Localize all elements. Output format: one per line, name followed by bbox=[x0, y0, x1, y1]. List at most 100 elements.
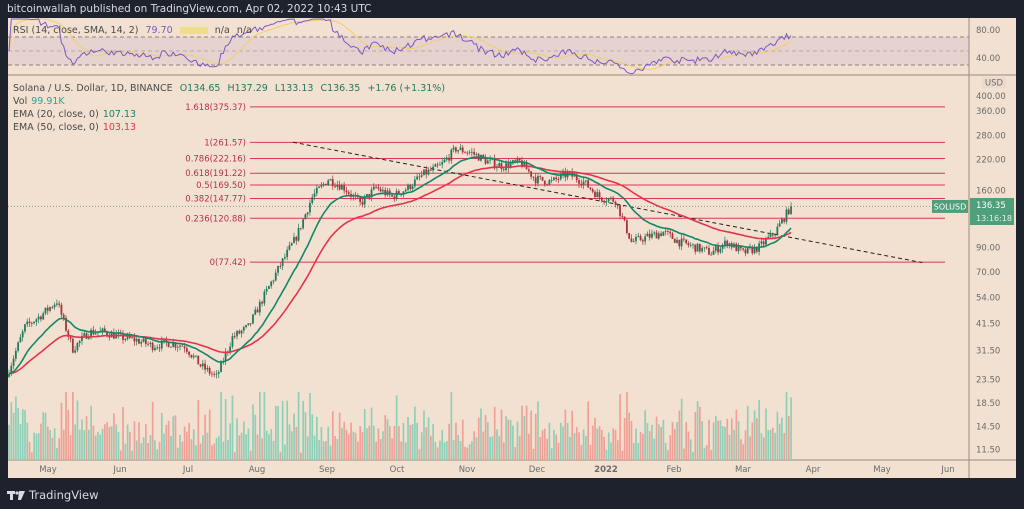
volume-bar bbox=[664, 442, 667, 460]
candle-body bbox=[233, 336, 236, 337]
candle-body bbox=[213, 373, 216, 375]
volume-bar bbox=[459, 440, 462, 460]
candle-body bbox=[19, 337, 22, 343]
candle-body bbox=[411, 186, 414, 190]
volume-bars bbox=[8, 392, 792, 460]
volume-bar bbox=[154, 440, 156, 460]
candle-body bbox=[655, 232, 658, 239]
candle-body bbox=[28, 321, 31, 323]
candle-body bbox=[550, 179, 553, 181]
volume-bar bbox=[484, 415, 487, 460]
candle-body bbox=[147, 343, 149, 345]
candle-body bbox=[712, 250, 715, 255]
volume-bar bbox=[359, 426, 362, 460]
volume-bar bbox=[252, 404, 254, 460]
rsi-legend[interactable]: RSI (14, close, SMA, 14, 2) 79.70 n/a n/… bbox=[13, 25, 256, 36]
candle-body bbox=[559, 174, 562, 180]
candle-body bbox=[628, 233, 631, 239]
volume-bar bbox=[31, 452, 33, 460]
rsi-axis[interactable]: 80.00 40.00 bbox=[976, 26, 1000, 64]
volume-bar bbox=[204, 414, 206, 460]
volume-bar bbox=[692, 451, 694, 460]
volume-bar bbox=[562, 426, 564, 460]
volume-bar bbox=[147, 442, 149, 460]
price-axis[interactable]: 360.00 280.00 220.00 160.00 90.00 70.00 54.00 4… bbox=[976, 107, 1006, 456]
candle-body bbox=[409, 184, 412, 190]
volume-bar bbox=[744, 430, 747, 460]
volume-bar bbox=[215, 438, 218, 460]
volume-bar bbox=[564, 409, 567, 460]
volume-bar bbox=[667, 450, 669, 460]
main-legend[interactable]: Solana / U.S. Dollar, 1D, BINANCE O134.6… bbox=[13, 82, 449, 134]
tradingview-logo[interactable]: TradingView bbox=[7, 488, 98, 502]
volume-bar bbox=[728, 434, 731, 460]
ohlc-low: L133.13 bbox=[274, 83, 314, 94]
candle-body bbox=[256, 309, 259, 313]
volume-bar bbox=[165, 424, 168, 460]
volume-bar bbox=[56, 448, 58, 460]
volume-bar bbox=[192, 429, 195, 460]
volume-bar bbox=[388, 426, 391, 460]
volume-bar bbox=[60, 402, 63, 460]
symbol-tag bbox=[932, 199, 968, 213]
volume-bar bbox=[783, 433, 786, 460]
candle-body bbox=[762, 241, 765, 245]
volume-bar bbox=[683, 448, 685, 460]
vol-line: Vol 99.91K bbox=[13, 95, 449, 108]
candle-body bbox=[299, 227, 302, 229]
candle-body bbox=[475, 154, 478, 155]
candle-body bbox=[625, 220, 628, 234]
volume-bar bbox=[642, 433, 644, 460]
candle-body bbox=[217, 372, 220, 374]
volume-bar bbox=[290, 431, 293, 460]
candle-body bbox=[261, 301, 263, 304]
volume-bar bbox=[605, 450, 608, 460]
volume-bar bbox=[26, 422, 29, 460]
volume-bar bbox=[616, 440, 619, 460]
volume-bar bbox=[473, 431, 476, 460]
rsi-sma-value bbox=[179, 27, 208, 34]
currency-box[interactable] bbox=[982, 77, 1006, 88]
volume-bar bbox=[621, 450, 624, 460]
volume-bar bbox=[138, 422, 140, 460]
candle-body bbox=[753, 246, 756, 254]
volume-bar bbox=[151, 401, 154, 460]
volume-bar bbox=[320, 426, 323, 460]
candle-body bbox=[297, 227, 300, 241]
volume-bar bbox=[790, 397, 792, 460]
candle-body bbox=[17, 342, 20, 351]
volume-bar bbox=[28, 441, 31, 460]
candle-body bbox=[742, 248, 745, 250]
volume-bar bbox=[626, 392, 628, 460]
volume-bar bbox=[254, 414, 257, 460]
candle-body bbox=[174, 342, 177, 348]
volume-bar bbox=[699, 406, 701, 460]
candle-body bbox=[304, 214, 307, 220]
candle-body bbox=[263, 291, 266, 304]
volume-bar bbox=[62, 429, 65, 460]
candle-body bbox=[35, 319, 38, 322]
ema50-label: EMA (50, close, 0) bbox=[13, 122, 99, 133]
candle-body bbox=[443, 159, 446, 163]
volume-bar bbox=[464, 446, 466, 460]
volume-bar bbox=[156, 449, 159, 460]
volume-bar bbox=[115, 424, 118, 460]
volume-bar bbox=[69, 435, 72, 460]
time-axis[interactable]: May Jun Jul Aug Sep Oct Nov Dec 2022 Feb Mar Apr May… bbox=[39, 465, 954, 475]
candle-body bbox=[356, 196, 359, 198]
fib-retracement[interactable]: 1.618(375.37) 1(261.57) 0.786(222.16) 0.618… bbox=[185, 103, 945, 268]
chart-frame[interactable] bbox=[8, 18, 1016, 478]
volume-bar bbox=[24, 410, 26, 460]
candle-body bbox=[518, 158, 521, 161]
candle-body bbox=[600, 197, 603, 201]
tradingview-logo-icon bbox=[7, 490, 25, 500]
candle-body bbox=[760, 241, 763, 244]
volume-bar bbox=[569, 436, 571, 460]
candle-body bbox=[315, 187, 318, 194]
candle-body bbox=[375, 186, 377, 188]
volume-bar bbox=[548, 422, 551, 460]
trendline[interactable] bbox=[292, 141, 923, 264]
volume-bar bbox=[58, 438, 61, 460]
volume-bar bbox=[49, 429, 51, 460]
